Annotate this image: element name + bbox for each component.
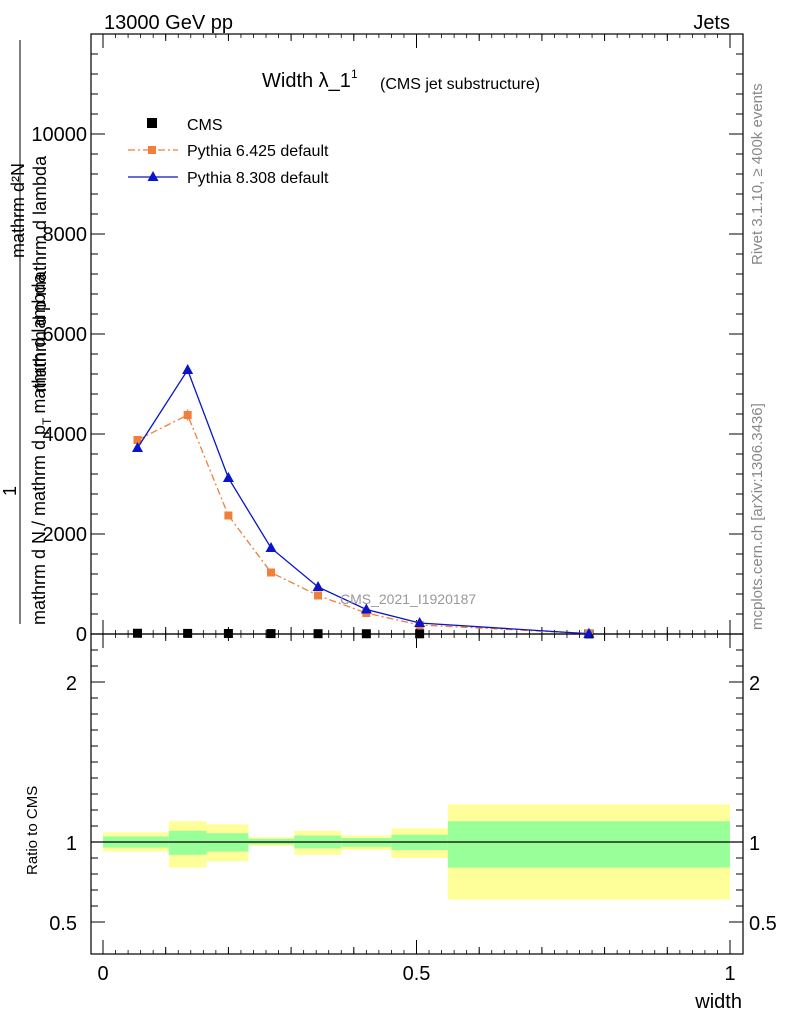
mcplots-label: mcplots.cern.ch [arXiv:1306.3436] [749,403,766,630]
data-point-0 [313,629,323,639]
data-point-2 [414,617,426,627]
ratio-plot-frame [90,633,744,955]
ratio-y-tick-label-right: 0.5 [749,913,777,935]
rivet-label: Rivet 3.1.10, ≥ 400k events [749,83,766,265]
data-point-0 [223,629,233,638]
y-tick-label: 2000 [43,524,88,546]
y-tick-label: 6000 [43,324,88,346]
ratio-y-tick-label-right: 2 [749,673,760,695]
x-tick-label: 1 [724,963,735,985]
x-axis-label: width [694,991,742,1013]
y-tick-label: 0 [76,624,87,646]
data-point-0 [415,629,425,639]
energy-label: 13000 GeV pp [104,12,233,34]
y-tick-label: 8000 [43,224,88,246]
data-point-2 [312,581,324,591]
data-point-0 [183,628,193,638]
ratio-y-tick-label: 2 [66,673,77,695]
ratio-band-inner [168,830,207,855]
ratio-bands-group [91,804,743,900]
data-point-1 [314,591,323,600]
data-point-2 [182,364,194,374]
ylabel-denominator-sub: T [40,417,54,425]
chart-title-sup: 1 [351,67,358,81]
data-point-2 [360,603,372,614]
legend-label-pythia6: Pythia 6.425 default [187,143,329,160]
data-point-1 [183,411,192,419]
data-point-1 [224,511,233,520]
ratio-ticks-group: 0.5 0.5 1 1 2 2 0 0.5 1 [49,634,777,985]
series-line-1 [137,414,589,635]
analysis-watermark: CMS_2021_I1920187 [340,591,476,607]
legend-marker-pythia8 [147,171,159,181]
data-point-2 [222,472,234,482]
svg-text:mathrm d N / mathrm d pTmathrm: mathrm d N / mathrm d pTmathrm d lambda [29,273,54,625]
legend-label-cms: CMS [187,117,223,134]
chart-title: Width λ_1 [262,70,351,92]
legend: CMS Pythia 6.425 default Pythia 8.308 de… [128,117,329,187]
x-tick-label: 0 [97,963,108,985]
legend-label-pythia8: Pythia 8.308 default [187,170,329,187]
y-tick-label: 4000 [43,424,88,446]
y-tick-label: 10000 [31,124,87,146]
legend-marker-cms [147,118,157,128]
ratio-y-tick-label: 0.5 [49,913,77,935]
data-point-0 [266,629,276,639]
chart-subtitle: (CMS jet substructure) [380,76,540,93]
data-point-1 [133,436,142,444]
ylabel-denominator-tail: mathrm d lambda [29,273,49,414]
ratio-y-tick-label-right: 1 [749,833,760,855]
data-point-2 [131,442,143,452]
legend-marker-pythia6 [148,146,156,154]
main-y-ticks: 0 2000 4000 6000 8000 10000 [31,33,743,646]
data-point-1 [267,568,276,577]
series-line-2 [136,368,589,635]
data-point-2 [265,542,277,552]
process-label: Jets [693,12,730,34]
ylabel-denominator: mathrm d N / mathrm d p [29,425,49,625]
ylabel-numerator: 1 [0,486,20,496]
ratio-y-tick-label: 1 [66,833,77,855]
x-tick-label: 0.5 [403,963,431,985]
ylabel-top-tail: mathrm d p mathrm d lambda [30,155,50,392]
data-point-0 [132,628,142,638]
ylabel-top: mathrm d²N [8,163,28,258]
main-y-axis-label: mathrm d²N mathrm d p mathrm d lambda 1 … [0,40,54,625]
data-point-0 [361,629,371,639]
svg-text:Width λ_11: Width λ_11 [262,67,358,92]
ratio-y-axis-label: Ratio to CMS [24,786,41,875]
ratio-band-inner [447,821,730,868]
